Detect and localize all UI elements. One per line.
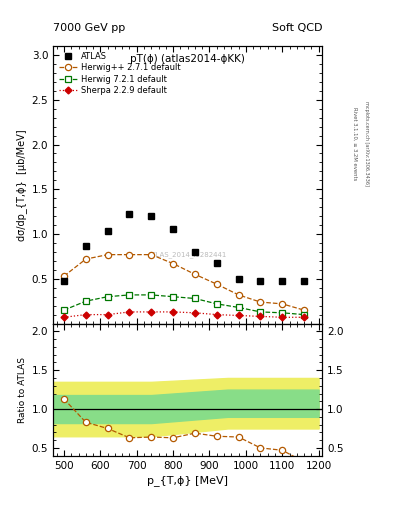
Herwig++ 2.7.1 default <box>236 292 241 298</box>
Herwig++ 2.7.1 default <box>149 251 154 258</box>
Herwig 7.2.1 default <box>62 307 66 313</box>
Herwig 7.2.1 default <box>83 298 88 304</box>
Sherpa 2.2.9 default <box>83 311 88 317</box>
ATLAS <box>215 260 219 266</box>
Herwig++ 2.7.1 default <box>83 256 88 262</box>
Sherpa 2.2.9 default <box>171 309 175 315</box>
Text: Soft QCD: Soft QCD <box>272 23 322 33</box>
Herwig++ 2.7.1 default <box>258 299 263 305</box>
ATLAS <box>280 279 285 285</box>
Sherpa 2.2.9 default <box>236 312 241 318</box>
Herwig++ 2.7.1 default <box>302 307 307 313</box>
Legend: ATLAS, Herwig++ 2.7.1 default, Herwig 7.2.1 default, Sherpa 2.2.9 default: ATLAS, Herwig++ 2.7.1 default, Herwig 7.… <box>57 50 182 97</box>
Herwig 7.2.1 default <box>302 311 307 317</box>
Sherpa 2.2.9 default <box>302 314 307 321</box>
ATLAS <box>127 211 132 218</box>
Herwig++ 2.7.1 default <box>280 301 285 307</box>
Sherpa 2.2.9 default <box>215 311 219 317</box>
Sherpa 2.2.9 default <box>105 311 110 317</box>
Text: mcplots.cern.ch [arXiv:1306.3436]: mcplots.cern.ch [arXiv:1306.3436] <box>364 101 369 186</box>
Herwig 7.2.1 default <box>280 310 285 316</box>
Line: Herwig 7.2.1 default: Herwig 7.2.1 default <box>61 292 307 318</box>
ATLAS <box>83 243 88 249</box>
ATLAS <box>62 279 66 285</box>
Text: pT(ϕ) (atlas2014-ϕKK): pT(ϕ) (atlas2014-ϕKK) <box>130 54 245 65</box>
Herwig 7.2.1 default <box>236 304 241 310</box>
ATLAS <box>105 228 110 234</box>
Herwig 7.2.1 default <box>215 301 219 307</box>
Y-axis label: Ratio to ATLAS: Ratio to ATLAS <box>18 357 28 422</box>
Sherpa 2.2.9 default <box>62 314 66 321</box>
Sherpa 2.2.9 default <box>280 314 285 321</box>
Line: ATLAS: ATLAS <box>61 211 307 285</box>
ATLAS <box>236 276 241 282</box>
Sherpa 2.2.9 default <box>149 309 154 315</box>
ATLAS <box>258 278 263 284</box>
Sherpa 2.2.9 default <box>127 309 132 315</box>
Herwig++ 2.7.1 default <box>171 261 175 267</box>
ATLAS <box>171 226 175 232</box>
Herwig++ 2.7.1 default <box>62 273 66 279</box>
Herwig 7.2.1 default <box>149 292 154 298</box>
Herwig++ 2.7.1 default <box>193 271 197 278</box>
Sherpa 2.2.9 default <box>193 310 197 316</box>
X-axis label: p_{T,ϕ} [MeV]: p_{T,ϕ} [MeV] <box>147 475 228 485</box>
Herwig 7.2.1 default <box>127 292 132 298</box>
Herwig 7.2.1 default <box>171 293 175 300</box>
Sherpa 2.2.9 default <box>258 313 263 319</box>
Y-axis label: dσ/dp_{T,ϕ}  [μb/MeV]: dσ/dp_{T,ϕ} [μb/MeV] <box>17 129 28 241</box>
Herwig 7.2.1 default <box>193 295 197 302</box>
Text: Rivet 3.1.10, ≥ 3.2M events: Rivet 3.1.10, ≥ 3.2M events <box>352 106 357 180</box>
Herwig++ 2.7.1 default <box>127 251 132 258</box>
ATLAS <box>149 213 154 219</box>
Text: ATLAS_2014_I1282441: ATLAS_2014_I1282441 <box>148 251 227 258</box>
ATLAS <box>193 249 197 255</box>
Herwig 7.2.1 default <box>258 309 263 315</box>
Herwig++ 2.7.1 default <box>215 281 219 287</box>
ATLAS <box>302 279 307 285</box>
Line: Herwig++ 2.7.1 default: Herwig++ 2.7.1 default <box>61 251 307 313</box>
Line: Sherpa 2.2.9 default: Sherpa 2.2.9 default <box>62 309 307 319</box>
Herwig 7.2.1 default <box>105 293 110 300</box>
Text: 7000 GeV pp: 7000 GeV pp <box>53 23 125 33</box>
Herwig++ 2.7.1 default <box>105 251 110 258</box>
